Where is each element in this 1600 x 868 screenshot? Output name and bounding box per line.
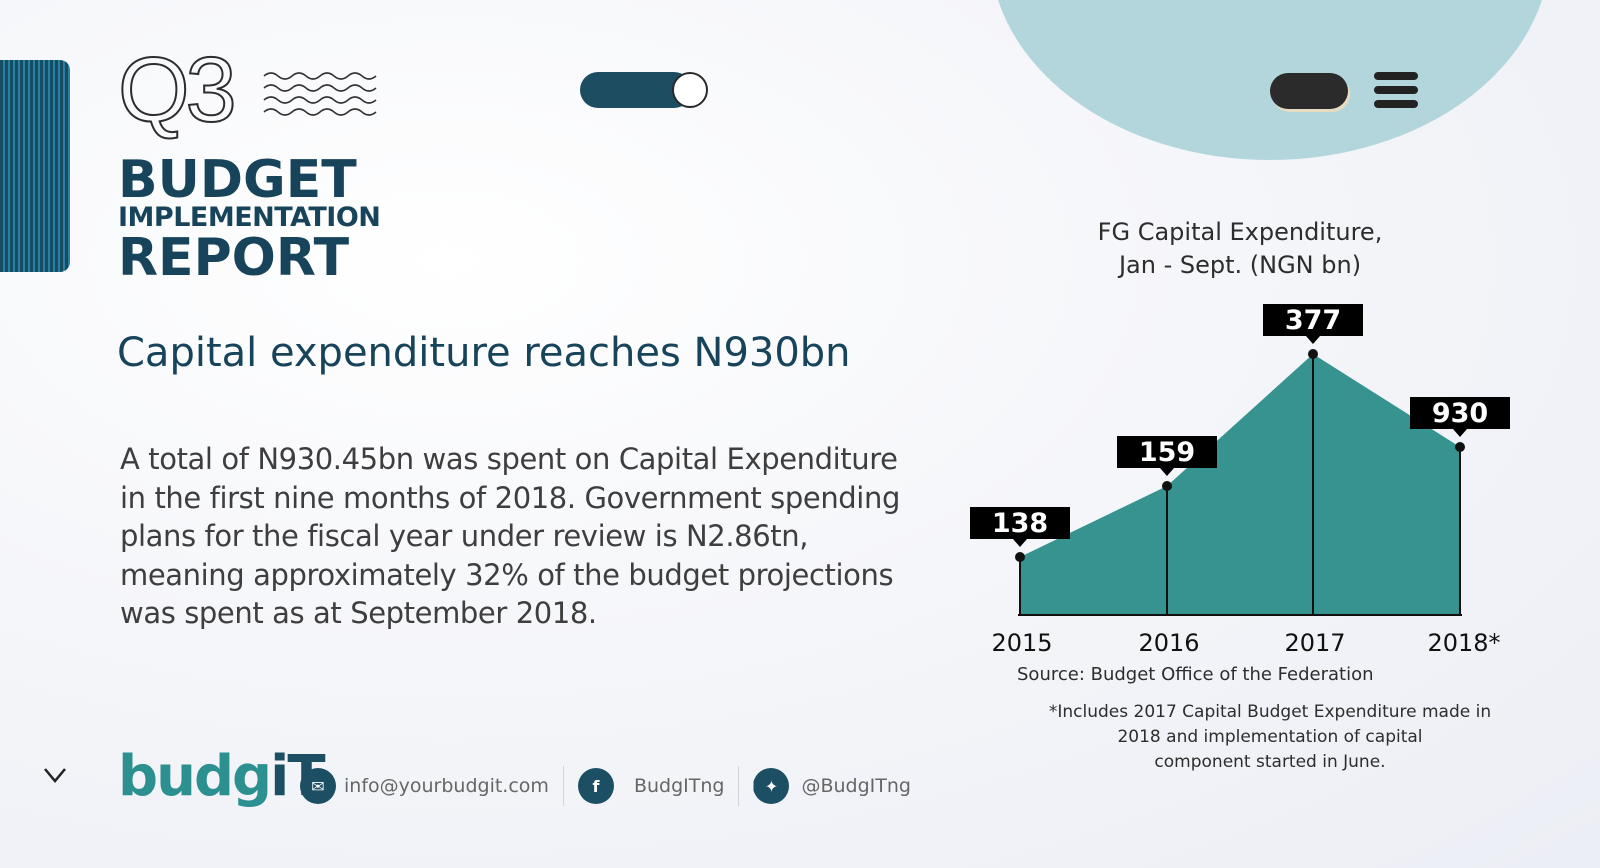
facebook-icon: f <box>577 768 614 804</box>
data-label-pointer <box>1453 429 1467 437</box>
data-label-pointer <box>1160 468 1174 476</box>
divider <box>738 766 740 806</box>
twitter-icon: ✦ <box>753 768 790 804</box>
toggle-switch-icon[interactable] <box>580 72 712 110</box>
chevron-down-icon[interactable] <box>40 764 70 786</box>
data-point <box>1162 481 1172 491</box>
data-label: 930 <box>1432 398 1488 429</box>
chart-title: FG Capital Expenditure, Jan - Sept. (NGN… <box>1060 216 1420 282</box>
facebook-contact[interactable]: f BudgITng <box>577 768 725 804</box>
data-point <box>1455 442 1465 452</box>
data-point <box>1308 349 1318 359</box>
chart-area <box>1020 354 1460 615</box>
data-label: 159 <box>1139 437 1195 468</box>
twitter-contact[interactable]: ✦ @BudgITng <box>753 768 911 804</box>
headline: Capital expenditure reaches N930bn <box>117 330 851 376</box>
x-tick-label: 2017 <box>1284 629 1345 657</box>
x-tick-label: 2015 <box>991 629 1052 657</box>
data-label-pointer <box>1306 336 1320 344</box>
decorative-stripe-bar <box>0 60 70 272</box>
data-label-box <box>1263 304 1363 336</box>
data-label: 377 <box>1285 305 1341 336</box>
data-label-box <box>1117 436 1217 468</box>
data-label-box <box>970 507 1070 539</box>
facebook-text: BudgITng <box>633 775 725 797</box>
contact-bar: ✉ info@yourbudgit.com f BudgITng ✦ @Budg… <box>300 766 911 806</box>
twitter-text: @BudgITng <box>801 775 911 797</box>
summary-paragraph: A total of N930.45bn was spent on Capita… <box>120 442 900 630</box>
chart-title-line1: FG Capital Expenditure, <box>1097 218 1383 246</box>
chart-title-line2: Jan - Sept. (NGN bn) <box>1118 251 1362 279</box>
pill-button[interactable] <box>1270 73 1348 109</box>
title-implementation: IMPLEMENTATION <box>118 202 381 233</box>
x-tick-label: 2016 <box>1138 629 1199 657</box>
email-icon: ✉ <box>300 768 336 804</box>
chart-source: Source: Budget Office of the Federation <box>1017 664 1374 685</box>
hamburger-menu-icon[interactable] <box>1374 72 1418 108</box>
title-budget: BUDGET <box>118 150 357 210</box>
quarter-label: Q3 <box>117 39 238 141</box>
divider <box>562 766 564 806</box>
data-label-box <box>1410 397 1510 429</box>
title-report: REPORT <box>118 228 350 288</box>
x-tick-label: 2018* <box>1427 629 1500 657</box>
data-label-pointer <box>1013 539 1027 547</box>
chart-footnote: *Includes 2017 Capital Budget Expenditur… <box>1020 700 1520 775</box>
footnote-line2: 2018 and implementation of capital <box>1117 727 1423 747</box>
toggle-knob <box>672 72 708 108</box>
footnote-line1: *Includes 2017 Capital Budget Expenditur… <box>1048 702 1492 722</box>
footnote-line3: component started in June. <box>1154 752 1386 772</box>
email-contact[interactable]: ✉ info@yourbudgit.com <box>300 768 549 804</box>
data-point <box>1015 552 1025 562</box>
waves-icon <box>263 72 377 116</box>
data-label: 138 <box>992 508 1048 539</box>
email-text: info@yourbudgit.com <box>344 775 549 797</box>
